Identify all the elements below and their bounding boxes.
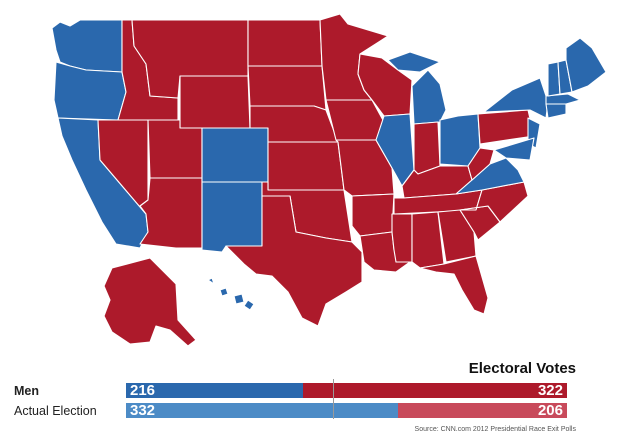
state-georgia: [437, 209, 477, 263]
state-michigan-upper: [387, 51, 441, 73]
actual-rep-value: 206: [537, 403, 563, 418]
electoral-votes-title: Electoral Votes: [468, 360, 576, 377]
state-michigan: [411, 69, 447, 125]
source-note: Source: CNN.com 2012 Presidential Race E…: [414, 426, 576, 433]
men-electoral-bar: 216 322: [126, 383, 567, 398]
state-texas: [225, 195, 363, 327]
actual-rep-segment: 206: [398, 403, 567, 418]
majority-midline: [333, 379, 334, 419]
actual-dem-segment: 332: [126, 403, 399, 418]
state-wyoming: [179, 75, 251, 129]
actual-election-bar: 332 206: [126, 403, 567, 418]
men-rep-segment: 322: [303, 383, 567, 398]
state-colorado: [201, 127, 269, 183]
men-dem-value: 216: [130, 383, 156, 398]
men-rep-value: 322: [537, 383, 563, 398]
state-massachusetts: [545, 93, 581, 105]
state-mississippi: [391, 213, 413, 263]
men-dem-segment: 216: [126, 383, 304, 398]
state-arkansas: [351, 193, 395, 237]
us-electoral-map: [51, 13, 607, 347]
state-alaska: [103, 257, 197, 347]
state-maine: [565, 37, 607, 93]
state-hawaii: [207, 277, 255, 311]
actual-election-row-label: Actual Election: [14, 404, 97, 418]
state-north-dakota: [247, 19, 323, 67]
state-utah: [147, 119, 203, 179]
state-shapes: [51, 13, 607, 347]
state-south-dakota: [247, 65, 327, 111]
actual-dem-value: 332: [130, 403, 156, 418]
state-indiana: [413, 121, 441, 175]
state-iowa: [325, 99, 385, 141]
state-delaware-maryland: [493, 137, 535, 161]
state-arizona: [139, 177, 203, 249]
state-pennsylvania: [477, 109, 535, 145]
state-west-virginia: [467, 147, 495, 181]
state-florida: [419, 255, 489, 315]
state-new-mexico: [201, 181, 263, 253]
state-kansas: [267, 141, 345, 191]
men-row-label: Men: [14, 384, 39, 398]
